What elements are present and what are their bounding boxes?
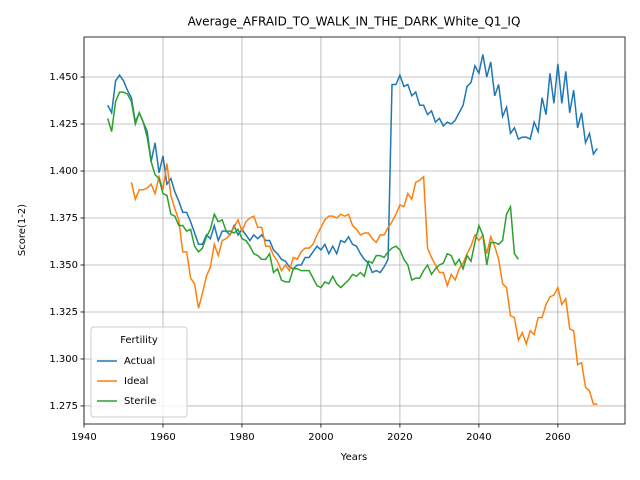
y-tick-label: 1.425: [49, 119, 78, 130]
legend-title: Fertility: [120, 335, 158, 346]
y-tick-label: 1.350: [49, 260, 78, 271]
y-tick-label: 1.375: [49, 213, 78, 224]
x-tick-label: 2000: [308, 432, 333, 443]
y-axis-label: Score(1-2): [17, 204, 28, 256]
series-line: [130, 163, 598, 405]
legend-label: Actual: [124, 356, 155, 367]
legend-label: Ideal: [124, 376, 148, 387]
y-tick-label: 1.275: [49, 401, 78, 412]
x-tick-label: 2060: [545, 432, 570, 443]
series-line: [107, 54, 598, 274]
x-tick-label: 2020: [387, 432, 412, 443]
y-tick-label: 1.300: [49, 354, 78, 365]
x-axis-label: Years: [340, 452, 367, 463]
x-tick-label: 1960: [150, 432, 175, 443]
chart-title: Average_AFRAID_TO_WALK_IN_THE_DARK_White…: [188, 15, 521, 29]
legend-box: [90, 326, 188, 418]
legend-label: Sterile: [124, 396, 156, 407]
y-tick-label: 1.400: [49, 166, 78, 177]
y-tick-label: 1.450: [49, 72, 78, 83]
y-tick-label: 1.325: [49, 307, 78, 318]
series-line: [106, 91, 519, 289]
plot-frame: [83, 36, 626, 425]
x-tick-label: 1980: [229, 432, 254, 443]
x-tick-label: 2040: [466, 432, 491, 443]
x-tick-label: 1940: [71, 432, 96, 443]
